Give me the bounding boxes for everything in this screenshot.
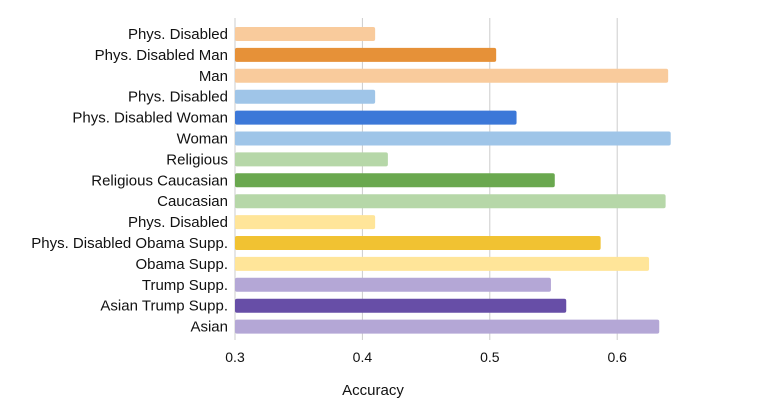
x-tick-label: 0.5	[480, 349, 500, 365]
category-label: Phys. Disabled	[128, 214, 228, 231]
bar	[235, 277, 551, 292]
bar	[235, 319, 660, 334]
x-tick-labels: 0.3 0.4 0.5 0.6	[225, 349, 627, 365]
category-label: Obama Supp.	[135, 256, 228, 273]
category-label: Asian	[190, 319, 228, 336]
bar	[235, 194, 666, 209]
bar	[235, 27, 376, 41]
category-label: Phys. Disabled Man	[95, 47, 228, 64]
bar	[235, 89, 376, 104]
category-label: Phys. Disabled	[128, 89, 228, 106]
category-label: Phys. Disabled Obama Supp.	[31, 235, 228, 252]
bar	[235, 236, 601, 250]
bar	[235, 215, 376, 230]
x-tick-label: 0.4	[353, 349, 373, 365]
bar	[235, 110, 517, 125]
bar	[235, 298, 567, 313]
category-label: Man	[199, 68, 228, 85]
bar	[235, 68, 669, 83]
x-tick-label: 0.3	[225, 349, 245, 365]
bar	[235, 131, 671, 146]
x-tick-label: 0.6	[607, 349, 627, 365]
category-label: Religious	[166, 151, 228, 168]
x-axis-title: Accuracy	[342, 382, 404, 399]
category-label: Religious Caucasian	[91, 172, 228, 189]
bar	[235, 152, 388, 167]
category-label: Trump Supp.	[142, 277, 228, 294]
category-labels: Phys. Disabled Phys. Disabled Man Man Phys.…	[31, 26, 228, 336]
bar	[235, 47, 497, 62]
category-label: Phys. Disabled	[128, 26, 228, 43]
category-label: Caucasian	[157, 193, 228, 210]
bars	[235, 27, 671, 334]
bar	[235, 256, 650, 271]
category-label: Woman	[177, 131, 228, 148]
category-label: Phys. Disabled Woman	[72, 110, 228, 127]
category-label: Asian Trump Supp.	[100, 298, 228, 315]
bar	[235, 173, 555, 188]
